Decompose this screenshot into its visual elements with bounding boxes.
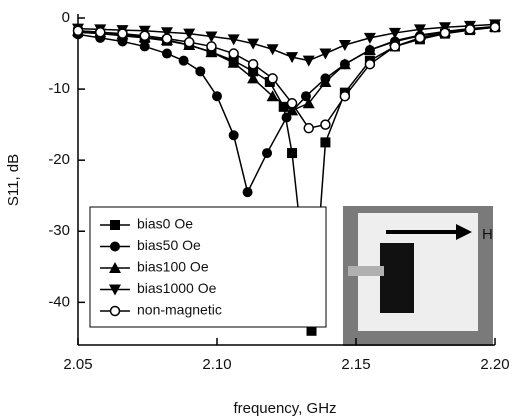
- legend-label: non-magnetic: [137, 302, 222, 318]
- marker-open-circle: [389, 41, 401, 52]
- y-tick-label: -40: [48, 293, 70, 310]
- x-tick-label: 2.10: [202, 356, 231, 373]
- marker-open-circle: [72, 25, 84, 37]
- marker-circle: [212, 91, 222, 102]
- y-tick-label: -20: [48, 151, 70, 168]
- marker-triangle-down: [227, 34, 240, 46]
- marker-open-circle: [464, 24, 476, 35]
- marker-square: [278, 101, 289, 112]
- marker-triangle-down: [266, 44, 279, 56]
- legend-box: [89, 206, 327, 328]
- marker-square: [287, 148, 298, 159]
- x-tick-label: 2.15: [341, 356, 370, 373]
- marker-triangle-down: [319, 48, 332, 60]
- marker-circle: [178, 55, 189, 66]
- marker-triangle-down: [160, 27, 173, 39]
- marker-open-circle: [183, 36, 195, 48]
- marker-square: [248, 66, 259, 77]
- y-tick-label: 0: [62, 9, 70, 26]
- marker-triangle-down: [363, 32, 376, 44]
- marker-circle: [195, 66, 206, 77]
- inset-photo: H: [343, 206, 493, 346]
- marker-triangle-up: [227, 56, 240, 68]
- marker-triangle-down: [388, 27, 401, 39]
- marker-open-circle: [117, 28, 128, 39]
- marker-triangle-down: [413, 24, 426, 36]
- marker-triangle-down: [109, 284, 121, 296]
- marker-triangle-down: [205, 31, 218, 43]
- marker-open-circle: [339, 90, 351, 102]
- marker-square: [110, 220, 120, 230]
- y-tick-label: -30: [48, 222, 70, 239]
- marker-open-circle: [94, 26, 106, 38]
- feed-line: [348, 266, 384, 276]
- marker-triangle-up: [109, 262, 121, 273]
- marker-triangle-up: [286, 104, 299, 116]
- y-axis-label: S11, dB: [5, 154, 22, 206]
- marker-circle: [161, 48, 172, 59]
- patch: [380, 243, 414, 313]
- marker-circle: [242, 187, 253, 198]
- marker-triangle-down: [302, 55, 315, 67]
- marker-open-circle: [206, 41, 217, 52]
- marker-open-circle: [247, 58, 259, 70]
- marker-triangle-down: [183, 28, 196, 40]
- x-tick-label: 2.05: [63, 356, 92, 373]
- marker-open-circle: [489, 21, 501, 33]
- marker-triangle-up: [266, 90, 279, 102]
- marker-triangle-up: [363, 43, 376, 55]
- marker-open-circle: [414, 32, 426, 44]
- series-line: [77, 23, 496, 62]
- marker-triangle-down: [247, 38, 260, 50]
- marker-triangle-down: [338, 40, 351, 52]
- marker-circle: [110, 241, 120, 252]
- y-tick-label: -10: [48, 80, 70, 97]
- marker-square: [306, 325, 317, 336]
- legend-label: bias1000 Oe: [137, 280, 217, 296]
- arrow-head: [456, 224, 472, 240]
- marker-triangle-down: [286, 52, 299, 64]
- marker-triangle-up: [338, 58, 351, 70]
- legend-label: bias0 Oe: [137, 216, 193, 232]
- marker-triangle-up: [247, 72, 260, 84]
- legend-label: bias50 Oe: [137, 237, 201, 253]
- marker-open-circle: [161, 33, 173, 44]
- marker-open-circle: [439, 27, 451, 39]
- inset-label: H: [482, 226, 493, 243]
- marker-open-circle: [303, 122, 314, 134]
- marker-open-circle: [364, 58, 376, 70]
- marker-circle: [228, 130, 239, 141]
- marker-circle: [139, 41, 150, 52]
- x-axis-label: frequency, GHz: [233, 400, 336, 417]
- marker-square: [320, 137, 331, 148]
- marker-open-circle: [267, 73, 278, 84]
- marker-open-circle: [228, 48, 239, 59]
- marker-open-circle: [139, 30, 150, 42]
- marker-open-circle: [109, 305, 121, 317]
- marker-triangle-up: [302, 97, 315, 109]
- marker-open-circle: [286, 98, 298, 109]
- x-tick-label: 2.20: [480, 356, 509, 373]
- marker-triangle-up: [319, 75, 332, 87]
- marker-open-circle: [320, 119, 331, 130]
- legend-label: bias100 Oe: [137, 259, 209, 275]
- marker-circle: [262, 148, 273, 159]
- legend: bias0 Oe bias50 Oe bias100 Oe bias1000 Oe no…: [89, 206, 327, 328]
